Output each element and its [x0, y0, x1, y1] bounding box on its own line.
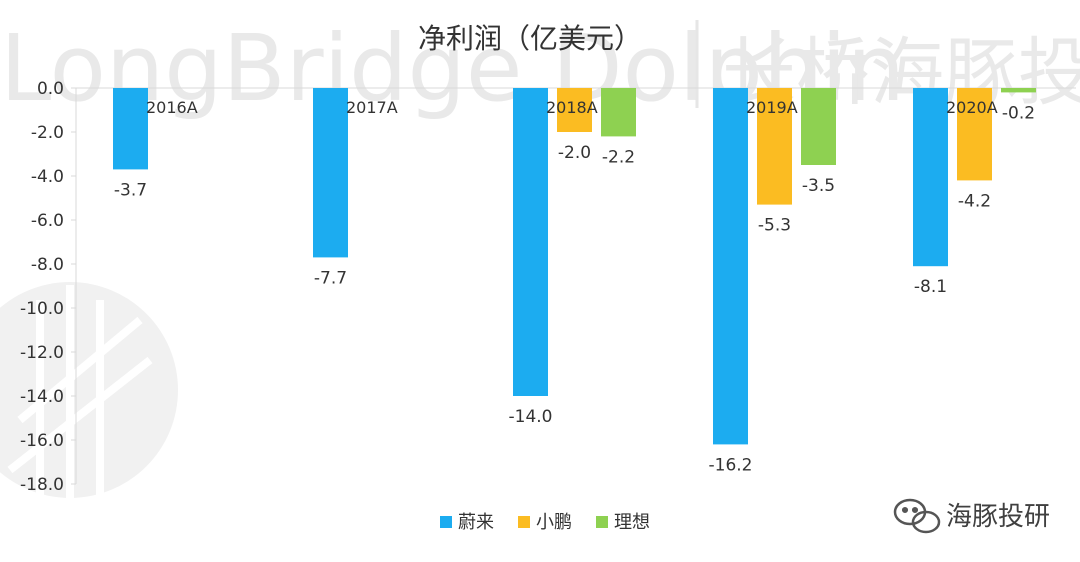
legend-label: 理想: [614, 512, 650, 533]
watermark: LongBridge Dolphin 长桥海豚投研: [0, 15, 1080, 505]
x-tick-label: 2020A: [946, 98, 998, 117]
data-label: -7.7: [314, 268, 347, 288]
data-label: -16.2: [709, 455, 753, 475]
data-labels: -3.7 -7.7 -14.0 -2.0 -2.2 -16.2 -5.3 -3.5 -8.1 -4…: [114, 103, 1035, 475]
bar-小鹏-2020A: [957, 88, 992, 181]
data-label: -0.2: [1002, 103, 1035, 123]
bar-小鹏-2019A: [757, 88, 792, 205]
bar-理想-2019A: [801, 88, 836, 165]
x-tick-label: 2017A: [346, 98, 398, 117]
bar-小鹏-2018A: [557, 88, 592, 132]
data-label: -3.5: [802, 176, 835, 196]
watermark-emblem: [7, 285, 153, 505]
legend-label: 蔚来: [458, 512, 494, 533]
bar-蔚来-2020A: [913, 88, 948, 267]
y-tick-label: -16.0: [20, 431, 64, 451]
data-label: -3.7: [114, 180, 147, 200]
data-label: -2.2: [602, 147, 635, 167]
brand-label: 海豚投研: [946, 502, 1050, 532]
y-tick-label: -8.0: [31, 255, 64, 275]
bar-理想-2020A: [1001, 88, 1036, 93]
bars: [113, 88, 1036, 445]
y-tick-label: -6.0: [31, 211, 64, 231]
legend-label: 小鹏: [536, 512, 572, 533]
bar-蔚来-2018A: [513, 88, 548, 396]
bar-蔚来-2017A: [313, 88, 348, 258]
data-label: -14.0: [509, 407, 553, 427]
data-label: -5.3: [758, 216, 791, 236]
x-tick-label: 2019A: [746, 98, 798, 117]
legend-swatch: [440, 516, 452, 528]
y-axis: 0.0 -2.0 -4.0 -6.0 -8.0 -10.0 -12.0 -14.0 -16.0 -…: [20, 79, 77, 495]
legend-swatch: [518, 516, 530, 528]
y-tick-label: -14.0: [20, 387, 64, 407]
wechat-icon: [893, 498, 941, 534]
y-tick-label: -10.0: [20, 299, 64, 319]
chart-title: 净利润（亿美元）: [418, 22, 642, 55]
watermark-latin-text: LongBridge Dolphin: [0, 15, 905, 122]
y-tick-label: -2.0: [31, 123, 64, 143]
y-tick-label: 0.0: [37, 79, 64, 99]
brand-mark: 海豚投研: [893, 498, 1050, 534]
legend: 蔚来 小鹏 理想: [440, 512, 650, 533]
y-tick-label: -18.0: [20, 475, 64, 495]
bar-蔚来-2016A: [113, 88, 148, 170]
legend-swatch: [596, 516, 608, 528]
y-tick-label: -12.0: [20, 343, 64, 363]
bar-理想-2018A: [601, 88, 636, 137]
data-label: -2.0: [558, 143, 591, 163]
data-label: -4.2: [958, 191, 991, 211]
data-label: -8.1: [914, 277, 947, 297]
category-labels: 2016A 2017A 2018A 2019A 2020A: [146, 98, 998, 117]
bar-蔚来-2019A: [713, 88, 748, 445]
x-tick-label: 2016A: [146, 98, 198, 117]
x-tick-label: 2018A: [546, 98, 598, 117]
y-tick-label: -4.0: [31, 167, 64, 187]
